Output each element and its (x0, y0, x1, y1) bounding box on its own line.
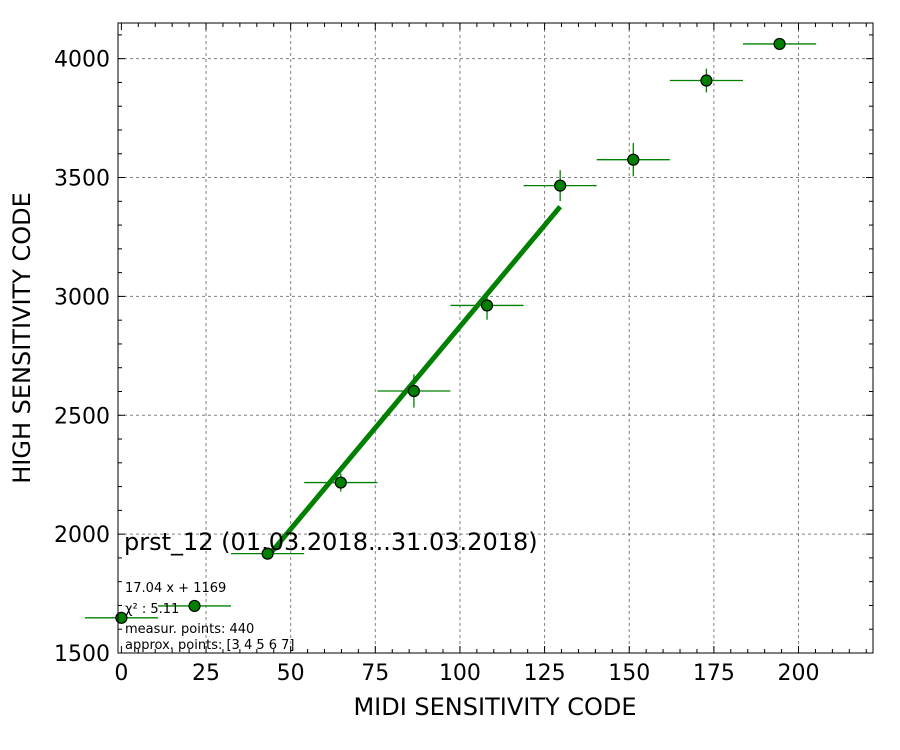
y-tick-label: 4000 (54, 48, 110, 73)
data-point (554, 179, 567, 192)
data-point (700, 74, 713, 87)
chi2-value: χ² : 5.11 (125, 602, 179, 617)
data-marks (84, 37, 817, 624)
x-tick-label: 25 (192, 661, 220, 686)
x-tick-label: 175 (693, 661, 735, 686)
plot-background (118, 23, 873, 653)
y-tick-label: 2000 (54, 523, 110, 548)
measur-points: measur. points: 440 (125, 622, 254, 637)
y-tick-label: 3500 (54, 167, 110, 192)
y-tick-label: 1500 (54, 642, 110, 667)
data-point (115, 611, 128, 624)
plot-frame (117, 22, 874, 654)
x-tick-label: 75 (361, 661, 389, 686)
x-tick-label: 0 (114, 661, 128, 686)
data-point (188, 599, 201, 613)
data-point (773, 37, 786, 51)
grid (118, 23, 873, 653)
x-tick-label: 100 (439, 661, 481, 686)
x-tick-label: 200 (778, 661, 820, 686)
y-tick-label: 3000 (54, 285, 110, 310)
x-tick-label: 125 (524, 661, 566, 686)
x-tick-label: 150 (608, 661, 650, 686)
data-point (334, 476, 347, 489)
data-point (261, 547, 274, 560)
fit-line (265, 205, 563, 559)
x-tick-label: 50 (277, 661, 305, 686)
data-point (627, 153, 640, 166)
y-axis-label: HIGH SENSITIVITY CODE (8, 192, 36, 484)
x-axis-label: MIDI SENSITIVITY CODE (353, 693, 636, 721)
fit-equation: 17.04 x + 1169 (125, 581, 226, 596)
data-point (480, 299, 494, 312)
series-label: prst_12 (01.03.2018...31.03.2018) (124, 528, 538, 556)
y-tick-label: 2500 (54, 404, 110, 429)
approx-points: approx. points: [3 4 5 6 7] (125, 638, 295, 653)
axis-ticks: 0 25 50 75 100 125 150 175 200 1500 2000 2500 3000 35… (54, 23, 873, 686)
data-point (407, 384, 421, 398)
